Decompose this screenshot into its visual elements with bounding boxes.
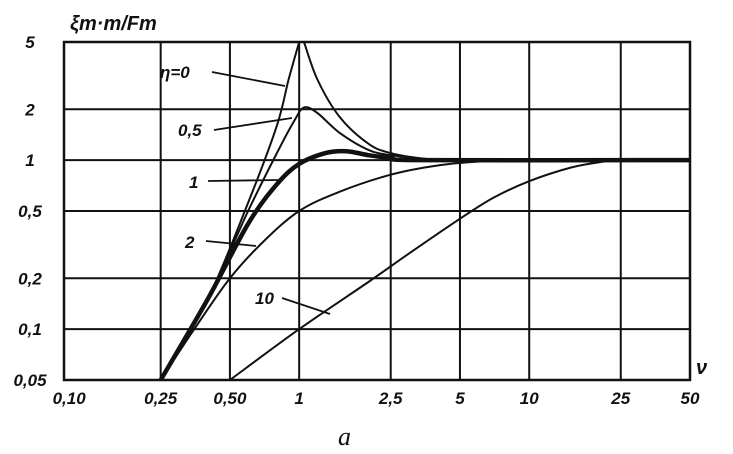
y-tick-label: 5 [25,33,35,52]
y-tick-label: 1 [25,151,34,170]
grid [64,42,690,380]
x-tick-label: 0,50 [213,389,247,408]
curve-leader-line [211,71,286,87]
curves [158,41,691,382]
x-tick-label: 10 [520,389,539,408]
x-tick-label: 50 [681,389,700,408]
y-tick-label: 0,1 [18,320,42,339]
curve-label: 1 [189,173,198,192]
curve-label: 10 [255,289,274,308]
series-line [158,148,691,382]
y-tick-label: 0,05 [13,371,47,390]
x-tick-label: 25 [610,389,630,408]
curve-label: 2 [184,233,195,252]
series-line [229,158,691,381]
curve-leader-line [281,297,331,315]
y-tick-label: 0,2 [18,269,42,288]
curve-label: η=0 [160,63,190,82]
y-axis-label: ξm·m/Fm [70,13,157,35]
curve-leader-line [207,179,279,182]
series-line [159,159,691,381]
curve-leader-line [205,240,257,247]
x-tick-label: 1 [294,389,303,408]
figure-caption: a [338,422,351,451]
series-line [303,41,691,162]
x-tick-label: 5 [455,389,465,408]
y-tick-label: 0,5 [18,202,42,221]
labels: 0,10 0,25 0,50 1 2,5 5 10 25 500,050,10,20,5125η… [13,33,700,408]
y-tick-label: 2 [24,100,35,119]
x-tick-label: 0,25 [144,389,178,408]
curve-leader-line [213,117,293,131]
plot-frame [62,40,692,382]
x-axis-label: ν [696,357,707,379]
x-tick-label: 2,5 [378,389,403,408]
x-tick-label: 0,10 [53,389,87,408]
curve-label: 0,5 [178,121,202,140]
